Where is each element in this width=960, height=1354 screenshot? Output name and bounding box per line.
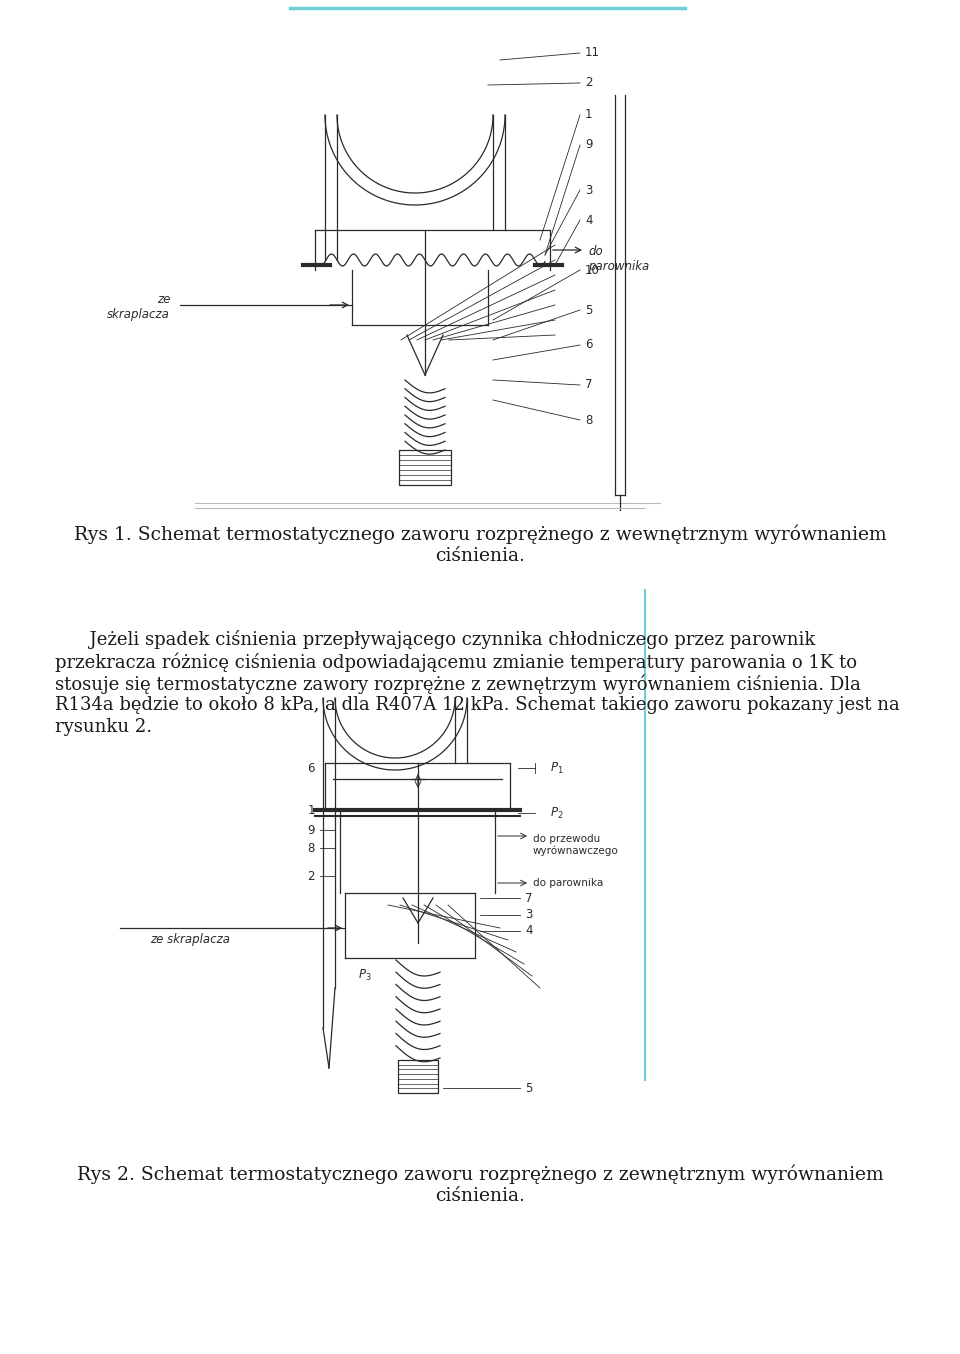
Text: 7: 7 — [525, 891, 533, 904]
Text: 11: 11 — [585, 46, 600, 60]
Text: 4: 4 — [585, 214, 592, 226]
Text: 5: 5 — [585, 303, 592, 317]
Text: 10: 10 — [585, 264, 600, 276]
Text: Jeżeli spadek ciśnienia przepływającego czynnika chłodniczego przez parownik: Jeżeli spadek ciśnienia przepływającego … — [55, 630, 815, 649]
Text: Rys 2. Schemat termostatycznego zaworu rozprężnego z zewnętrznym wyrównaniem
ciś: Rys 2. Schemat termostatycznego zaworu r… — [77, 1164, 883, 1205]
Text: $P_1$: $P_1$ — [550, 761, 564, 776]
Text: 6: 6 — [307, 761, 315, 774]
Text: 9: 9 — [585, 138, 592, 152]
Text: 5: 5 — [525, 1082, 533, 1094]
Bar — [398, 1060, 438, 1093]
Text: 8: 8 — [307, 841, 315, 854]
Text: $P_3$: $P_3$ — [358, 968, 372, 983]
Text: ze skraplacza: ze skraplacza — [150, 933, 230, 946]
Text: 7: 7 — [585, 379, 592, 391]
Text: 1: 1 — [307, 803, 315, 816]
Text: 1: 1 — [585, 108, 592, 122]
Text: 3: 3 — [525, 909, 533, 922]
Text: $P_2$: $P_2$ — [550, 806, 564, 821]
Text: ze
skraplacza: ze skraplacza — [108, 292, 170, 321]
Text: 3: 3 — [585, 184, 592, 196]
Text: rysunku 2.: rysunku 2. — [55, 718, 152, 737]
Text: do przewodu
wyrównawczego: do przewodu wyrównawczego — [533, 834, 619, 856]
Text: stosuje się termostatyczne zawory rozprężne z zewnętrzym wyrównaniem ciśnienia. : stosuje się termostatyczne zawory rozprę… — [55, 674, 861, 693]
Text: 9: 9 — [307, 823, 315, 837]
Text: 8: 8 — [585, 413, 592, 427]
Text: 2: 2 — [307, 869, 315, 883]
Text: przekracza różnicę ciśnienia odpowiadającemu zmianie temperatury parowania o 1K : przekracza różnicę ciśnienia odpowiadają… — [55, 653, 857, 672]
Text: R134a będzie to około 8 kPa, a dla R407A 12 kPa. Schemat takiego zaworu pokazany: R134a będzie to około 8 kPa, a dla R407A… — [55, 696, 900, 714]
Text: 2: 2 — [585, 76, 592, 89]
Text: do
parownika: do parownika — [588, 245, 649, 274]
Text: 6: 6 — [585, 338, 592, 352]
Text: 4: 4 — [525, 925, 533, 937]
Text: Rys 1. Schemat termostatycznego zaworu rozprężnego z wewnętrznym wyrównaniem
ciś: Rys 1. Schemat termostatycznego zaworu r… — [74, 525, 886, 566]
Bar — [399, 450, 451, 485]
Text: do parownika: do parownika — [533, 877, 603, 888]
